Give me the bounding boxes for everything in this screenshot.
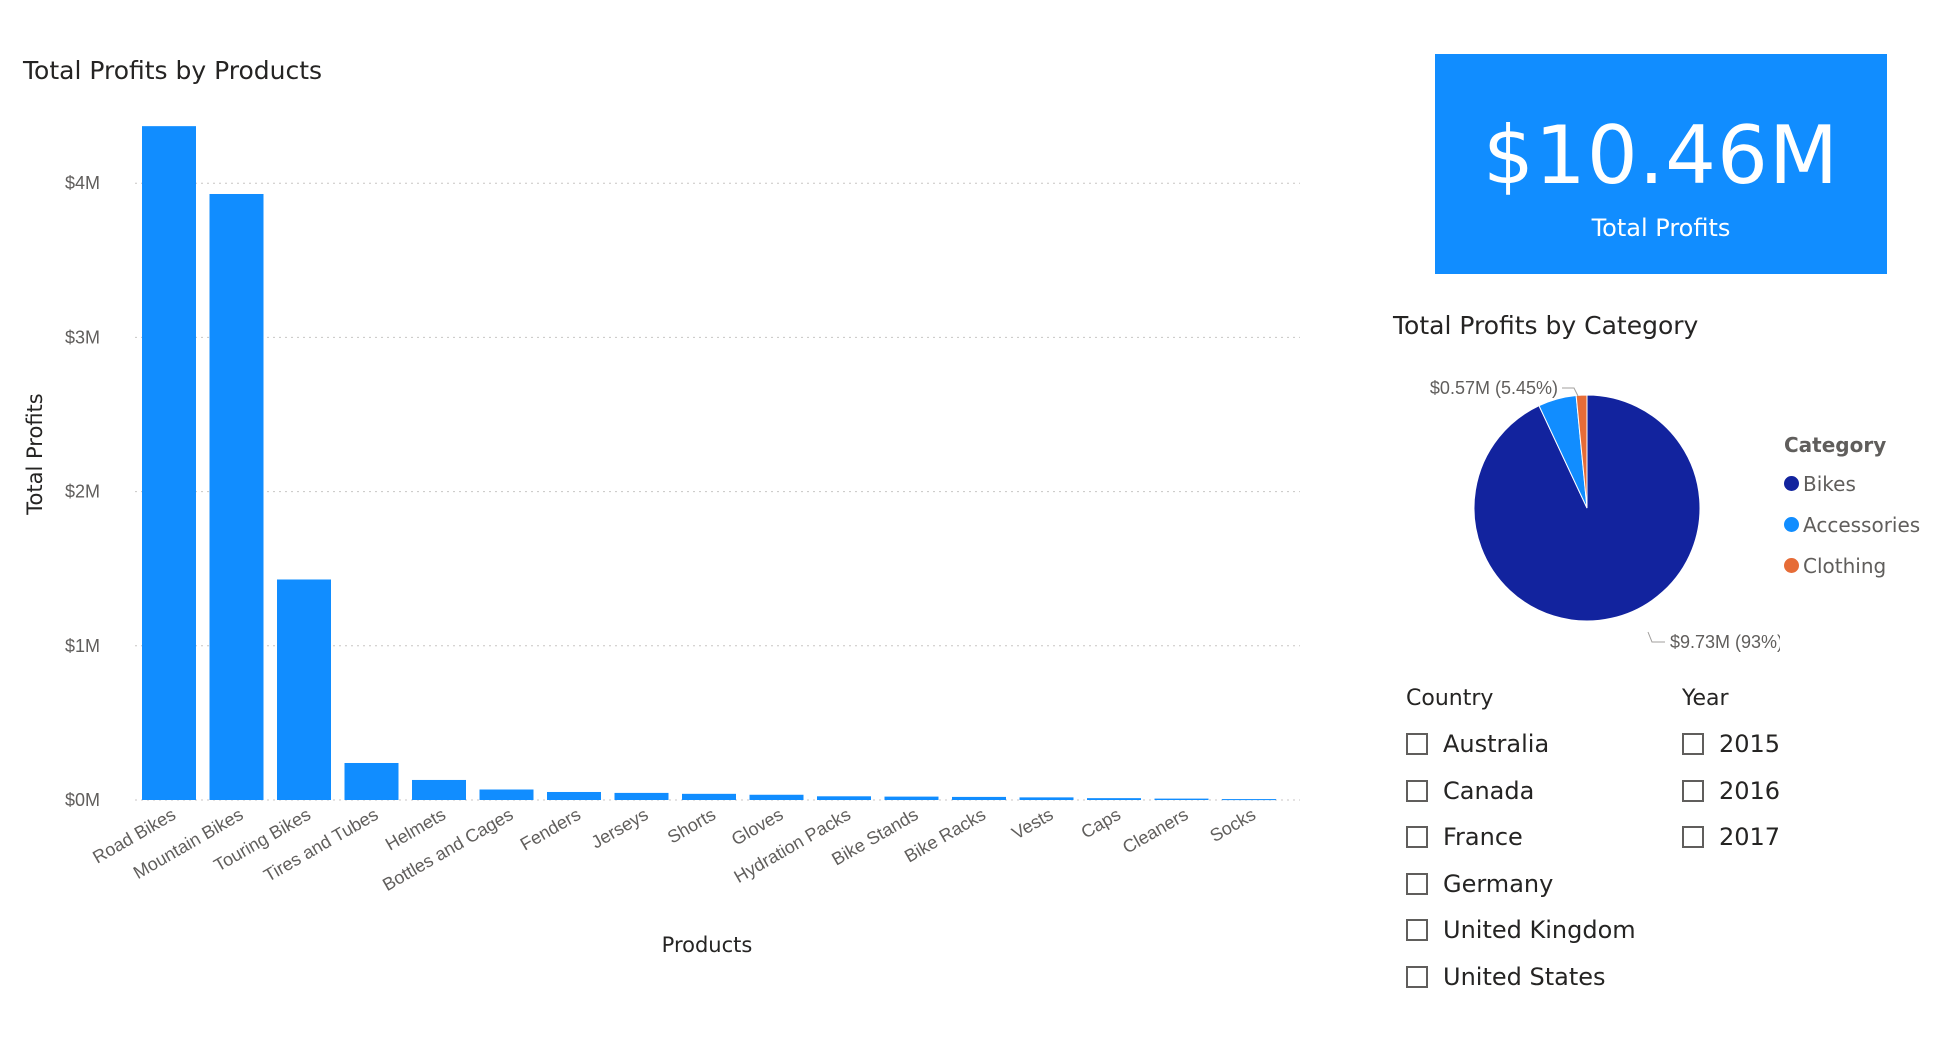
legend-label: Accessories	[1803, 512, 1921, 537]
checkbox[interactable]	[1406, 872, 1428, 895]
legend-label: Bikes	[1803, 471, 1856, 496]
year-option[interactable]: 2016	[1682, 768, 1780, 815]
checkbox[interactable]	[1406, 826, 1428, 849]
year-option-label: 2017	[1719, 823, 1781, 852]
country-slicer-header: Country	[1406, 686, 1494, 711]
year-option[interactable]: 2015	[1682, 721, 1780, 768]
country-option-label: Australia	[1443, 730, 1550, 759]
x-tick-label: Caps	[1078, 804, 1124, 842]
year-option-label: 2016	[1719, 776, 1781, 805]
y-tick-label: $0M	[65, 790, 100, 810]
country-option-label: Canada	[1443, 776, 1535, 805]
checkbox[interactable]	[1682, 733, 1704, 756]
country-option[interactable]: United Kingdom	[1406, 907, 1636, 954]
bar[interactable]	[614, 792, 669, 800]
x-tick-label: Socks	[1207, 804, 1259, 846]
country-option-label: United Kingdom	[1443, 916, 1636, 945]
y-tick-label: $2M	[65, 482, 100, 502]
pie-data-label: $9.73M (93%)	[1670, 632, 1780, 652]
year-slicer-header: Year	[1682, 686, 1729, 711]
legend-marker	[1784, 558, 1799, 573]
bar[interactable]	[344, 762, 399, 800]
bar[interactable]	[749, 794, 804, 800]
kpi-value: $10.46M	[1483, 109, 1839, 202]
legend-marker	[1784, 476, 1799, 491]
bar[interactable]	[817, 796, 871, 800]
legend-title: Category	[1784, 433, 1887, 457]
x-tick-label: Fenders	[517, 804, 584, 854]
checkbox[interactable]	[1682, 779, 1704, 802]
pie-slice[interactable]	[1575, 394, 1588, 509]
x-tick-label: Vests	[1008, 804, 1056, 843]
legend-item[interactable]: Bikes	[1784, 463, 1920, 504]
year-slicer: Year 2015 2016 2017	[1682, 686, 1780, 861]
bar[interactable]	[1154, 798, 1209, 800]
kpi-card[interactable]: $10.46M Total Profits	[1435, 54, 1887, 274]
bar[interactable]	[884, 796, 939, 800]
x-tick-label: Jerseys	[588, 804, 652, 852]
bar[interactable]	[412, 779, 466, 800]
legend-label: Clothing	[1803, 553, 1887, 578]
bar[interactable]	[479, 789, 534, 800]
country-option-label: United States	[1443, 962, 1606, 991]
country-option-label: Germany	[1443, 869, 1554, 898]
bar[interactable]	[1222, 799, 1276, 801]
pie-legend: Category Bikes Accessories Clothing	[1784, 433, 1920, 586]
leader-line	[1647, 631, 1665, 643]
x-tick-label: Cleaners	[1119, 804, 1191, 857]
bar[interactable]	[547, 791, 601, 800]
country-option[interactable]: Germany	[1406, 861, 1636, 908]
legend-item[interactable]: Clothing	[1784, 545, 1920, 586]
pie-chart-title: Total Profits by Category	[1393, 311, 1699, 340]
country-option[interactable]: France	[1406, 814, 1636, 861]
legend-item[interactable]: Accessories	[1784, 504, 1920, 545]
checkbox[interactable]	[1406, 779, 1428, 802]
y-tick-label: $1M	[65, 636, 100, 656]
country-option[interactable]: Canada	[1406, 768, 1636, 815]
pie-data-label: $0.57M (5.45%)	[1430, 378, 1558, 398]
bar[interactable]	[277, 579, 331, 800]
checkbox[interactable]	[1406, 919, 1428, 942]
checkbox[interactable]	[1406, 965, 1428, 988]
leader-line	[1562, 387, 1579, 397]
bar[interactable]	[209, 193, 264, 800]
year-option-label: 2015	[1719, 730, 1781, 759]
country-option[interactable]: United States	[1406, 954, 1636, 1001]
y-axis-title: Total Profits	[23, 393, 47, 515]
x-tick-label: Tires and Tubes	[260, 804, 381, 886]
bar[interactable]	[682, 793, 736, 800]
checkbox[interactable]	[1406, 733, 1428, 756]
bar-chart-title: Total Profits by Products	[23, 56, 323, 85]
y-tick-label: $3M	[65, 327, 100, 347]
kpi-label: Total Profits	[1591, 214, 1731, 242]
x-tick-label: Shorts	[664, 804, 719, 847]
x-axis-title: Products	[662, 933, 753, 957]
country-slicer: Country Australia Canada France Germany Unit…	[1406, 686, 1636, 1000]
y-tick-label: $4M	[65, 173, 100, 193]
bar[interactable]	[142, 126, 196, 801]
x-tick-label: Hydration Packs	[730, 804, 854, 887]
country-option-label: France	[1443, 823, 1523, 852]
bar[interactable]	[952, 796, 1006, 800]
pie-chart: $9.73M (93%) $0.57M (5.45%)	[1430, 378, 1780, 652]
year-option[interactable]: 2017	[1682, 814, 1780, 861]
checkbox[interactable]	[1682, 826, 1704, 849]
bar[interactable]	[1087, 798, 1141, 800]
legend-marker	[1784, 517, 1799, 532]
bar[interactable]	[1019, 797, 1074, 800]
country-option[interactable]: Australia	[1406, 721, 1636, 768]
